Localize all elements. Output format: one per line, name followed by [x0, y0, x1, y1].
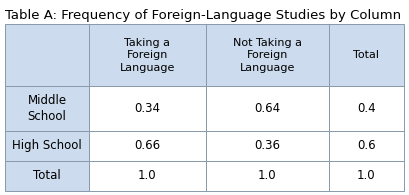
Text: 1.0: 1.0	[258, 169, 276, 183]
Bar	[328, 24, 404, 87]
Text: 0.34: 0.34	[134, 102, 160, 115]
Bar	[89, 24, 206, 87]
Text: 1.0: 1.0	[357, 169, 375, 183]
Bar	[89, 131, 206, 161]
Bar	[206, 161, 328, 191]
Bar	[206, 131, 328, 161]
Text: 1.0: 1.0	[138, 169, 157, 183]
Text: Total: Total	[33, 169, 61, 183]
Text: Table A: Frequency of Foreign-Language Studies by Column: Table A: Frequency of Foreign-Language S…	[5, 9, 401, 22]
Text: Taking a
Foreign
Language: Taking a Foreign Language	[119, 38, 175, 73]
Bar	[5, 87, 89, 131]
Bar	[206, 24, 328, 87]
Bar	[328, 161, 404, 191]
Text: Not Taking a
Foreign
Language: Not Taking a Foreign Language	[233, 38, 301, 73]
Bar	[5, 24, 89, 87]
Text: 0.64: 0.64	[254, 102, 280, 115]
Text: Total: Total	[353, 51, 379, 60]
Bar	[328, 131, 404, 161]
Text: 0.66: 0.66	[134, 139, 160, 152]
Text: 0.4: 0.4	[357, 102, 375, 115]
Text: 0.36: 0.36	[254, 139, 280, 152]
Text: Middle
School: Middle School	[27, 94, 67, 123]
Bar	[206, 87, 328, 131]
Bar	[89, 161, 206, 191]
Bar	[5, 131, 89, 161]
Text: High School: High School	[12, 139, 82, 152]
Bar	[328, 87, 404, 131]
Bar	[5, 161, 89, 191]
Text: 0.6: 0.6	[357, 139, 375, 152]
Bar	[89, 87, 206, 131]
